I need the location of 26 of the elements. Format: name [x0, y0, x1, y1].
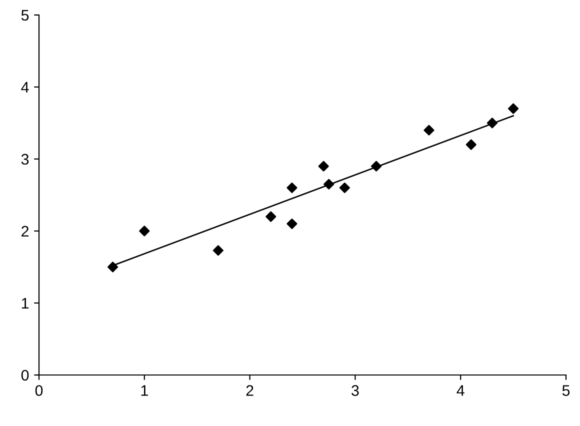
point [339, 182, 350, 194]
point [318, 160, 329, 172]
x-tick-label: 4 [456, 385, 464, 396]
point [266, 211, 276, 222]
x-tick-label: 1 [141, 385, 148, 396]
point [139, 226, 150, 236]
y-tick-label: 4 [21, 82, 29, 93]
point [212, 245, 224, 256]
y-tick-label: 2 [22, 226, 29, 237]
point [508, 103, 519, 114]
y-tick-label: 5 [21, 10, 29, 21]
x-tick-label: 3 [352, 385, 359, 396]
point [466, 139, 476, 150]
point [424, 124, 434, 136]
y-tick-label: 3 [21, 154, 29, 165]
y-tick-label: 0 [21, 370, 29, 381]
point [486, 118, 498, 128]
point [370, 160, 382, 172]
x-tick-label: 0 [35, 385, 43, 396]
y-tick-label: 1 [22, 298, 29, 309]
point [286, 218, 298, 230]
point [286, 182, 298, 194]
point [324, 178, 334, 190]
x-tick-label: 2 [246, 385, 254, 396]
point [107, 262, 118, 272]
x-tick-label: 5 [562, 385, 570, 396]
